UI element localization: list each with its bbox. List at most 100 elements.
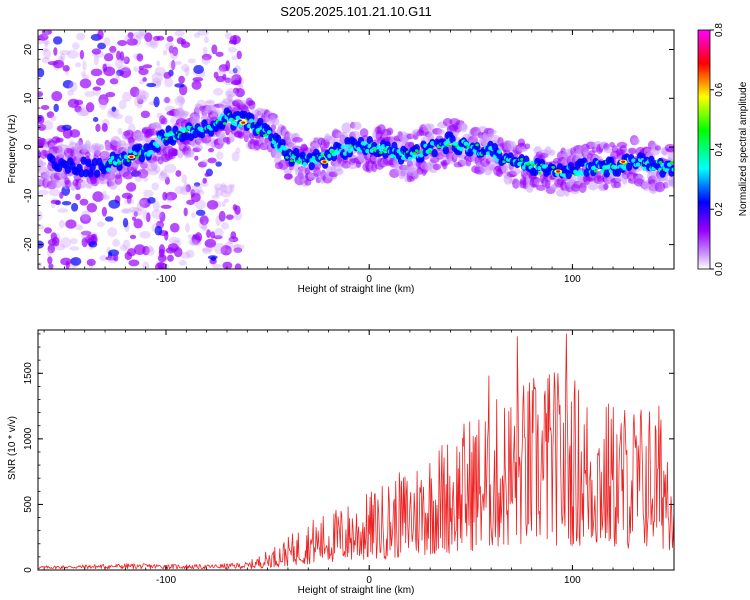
spectrogram-core-blob [148,149,154,155]
spectrogram-noise-blob [190,192,201,203]
spectrogram-noise-blob [95,77,105,86]
spectrogram-core-blob [606,164,612,169]
spectrogram-noise-blob [122,239,131,250]
spectrogram-noise-blob [111,106,117,112]
spectrogram-noise-blob [137,98,144,105]
spectrogram-noise-blob [60,237,72,248]
spectrogram-noise-blob [219,184,228,193]
spectrogram-noise-blob [183,181,188,193]
spectrogram-core-blob [184,129,189,133]
spectrogram-noise-blob [166,110,176,116]
spectrogram-halo-blob [78,179,87,189]
spectrogram-noise-blob [132,216,137,221]
spectrogram-halo-blob [237,131,245,139]
colorbar-tick-label: 0.6 [714,82,725,96]
spectrogram-noise-blob [225,214,234,220]
spectrogram-noise-blob [169,48,179,60]
spectrogram-noise-blob [43,48,52,60]
spectrogram-noise-blob [178,75,186,84]
spectrogram-noise-blob [143,189,154,198]
spectrogram-core-blob [136,143,143,152]
spectrogram-halo-blob [259,142,269,151]
spectrogram-halo-blob [137,168,149,179]
spectrogram-noise-blob [199,215,209,226]
spectrogram-noise-blob [133,210,138,217]
spectrogram-noise-blob [136,94,148,104]
spectrogram-noise-blob [140,110,151,119]
spectrogram-noise-blob [62,128,73,139]
spectrogram-core-blob [671,167,674,172]
spectrogram-noise-blob [235,87,245,98]
spectrogram-noise-blob [75,193,81,201]
colorbar-gradient [697,29,711,270]
spectrogram-y-tick-label: -20 [23,237,34,252]
spectrogram-noise-blob [79,198,89,206]
spectrogram-noise-blob [52,59,65,69]
spectrogram-noise-blob [181,64,190,72]
spectrogram-noise-blob [139,231,151,239]
spectrogram-noise-blob [167,243,179,252]
spectrogram-halo-blob [549,149,556,156]
spectrogram-noise-blob [202,220,207,231]
spectrogram-halo-blob [334,168,344,176]
spectrogram-noise-blob [74,62,82,68]
spectrogram-core-blob [648,155,655,164]
spectrogram-noise-blob [227,46,237,53]
spectrogram-noise-blob [223,198,230,203]
spectrogram-noise-blob [118,99,127,110]
spectrogram-noise-blob [151,209,163,219]
spectrogram-core-blob [414,149,419,153]
spectrogram-noise-blob [145,212,151,223]
spectrogram-halo-blob [160,117,168,125]
spectrogram-noise-blob [181,174,188,184]
spectrogram-y-tick-label: 0 [23,144,34,150]
spectrogram-noise-blob [188,238,198,246]
spectrogram-core-blob [463,141,469,146]
spectrogram-core-blob [285,156,289,159]
spectrogram-noise-blob [107,110,115,118]
spectrogram-halo-blob [283,168,292,174]
spectrogram-noise-blob [92,191,104,202]
spectrogram-noise-blob [101,122,108,133]
spectrogram-noise-blob [213,71,219,79]
colorbar-tick-label: 0.4 [714,142,725,156]
spectrogram-core-blob [222,122,227,125]
spectrogram-noise-blob [136,94,143,102]
spectrogram-noise-blob [194,199,206,210]
spectrogram-noise-blob [92,116,99,123]
spectrogram-core-blob [664,168,670,173]
spectrogram-noise-blob [151,72,164,84]
spectrogram-noise-blob [135,89,147,101]
spectrogram-noise-blob [38,68,45,78]
spectrogram-noise-blob [62,79,74,89]
spectrogram-x-tick-label: -100 [156,274,176,285]
spectrogram-noise-blob [81,74,90,79]
spectrogram-noise-blob [175,170,182,177]
spectrogram-noise-blob [214,186,219,197]
spectrogram-noise-blob [184,66,190,77]
spectrogram-core-blob [128,148,134,154]
spectrogram-halo-blob [352,121,362,130]
spectrogram-halo-blob [217,130,226,138]
spectrogram-halo-blob [359,128,369,138]
spectrogram-core-blob [671,160,674,164]
spectrogram-halo-blob [437,128,445,136]
spectrogram-core-blob [256,131,260,135]
spectrogram-noise-blob [65,219,77,229]
spectrogram-noise-blob [169,222,180,233]
spectrogram-noise-blob [221,222,230,230]
spectrogram-noise-blob [53,47,58,56]
spectrogram-noise-blob [38,123,47,131]
spectrogram-noise-blob [208,147,215,153]
spectrogram-noise-blob [211,194,220,199]
spectrogram-halo-blob [149,128,158,136]
spectrogram-noise-blob [53,103,59,113]
spectrogram-noise-blob [145,247,155,256]
spectrogram-noise-blob [228,39,238,45]
spectrogram-noise-blob [158,172,169,181]
spectrogram-noise-blob [50,199,61,204]
spectrogram-halo-blob [386,127,394,136]
spectrogram-noise-blob [91,48,102,55]
spectrogram-noise-blob [43,40,51,45]
snr-x-label: Height of straight line (km) [298,585,415,596]
